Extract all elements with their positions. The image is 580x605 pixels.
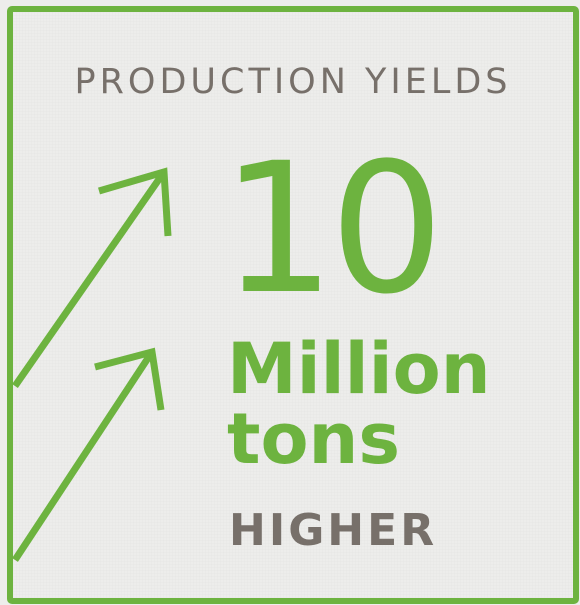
yield-qualifier: HIGHER (229, 505, 438, 556)
yield-value: 10 (221, 125, 444, 334)
yield-unit: Million tons (227, 334, 491, 474)
unit-line-million: Million (227, 328, 491, 410)
yield-card: PRODUCTION YIELDS 10 Million tons HIGHER (7, 6, 579, 604)
card-title: PRODUCTION YIELDS (74, 62, 512, 102)
unit-line-tons: tons (227, 398, 401, 480)
